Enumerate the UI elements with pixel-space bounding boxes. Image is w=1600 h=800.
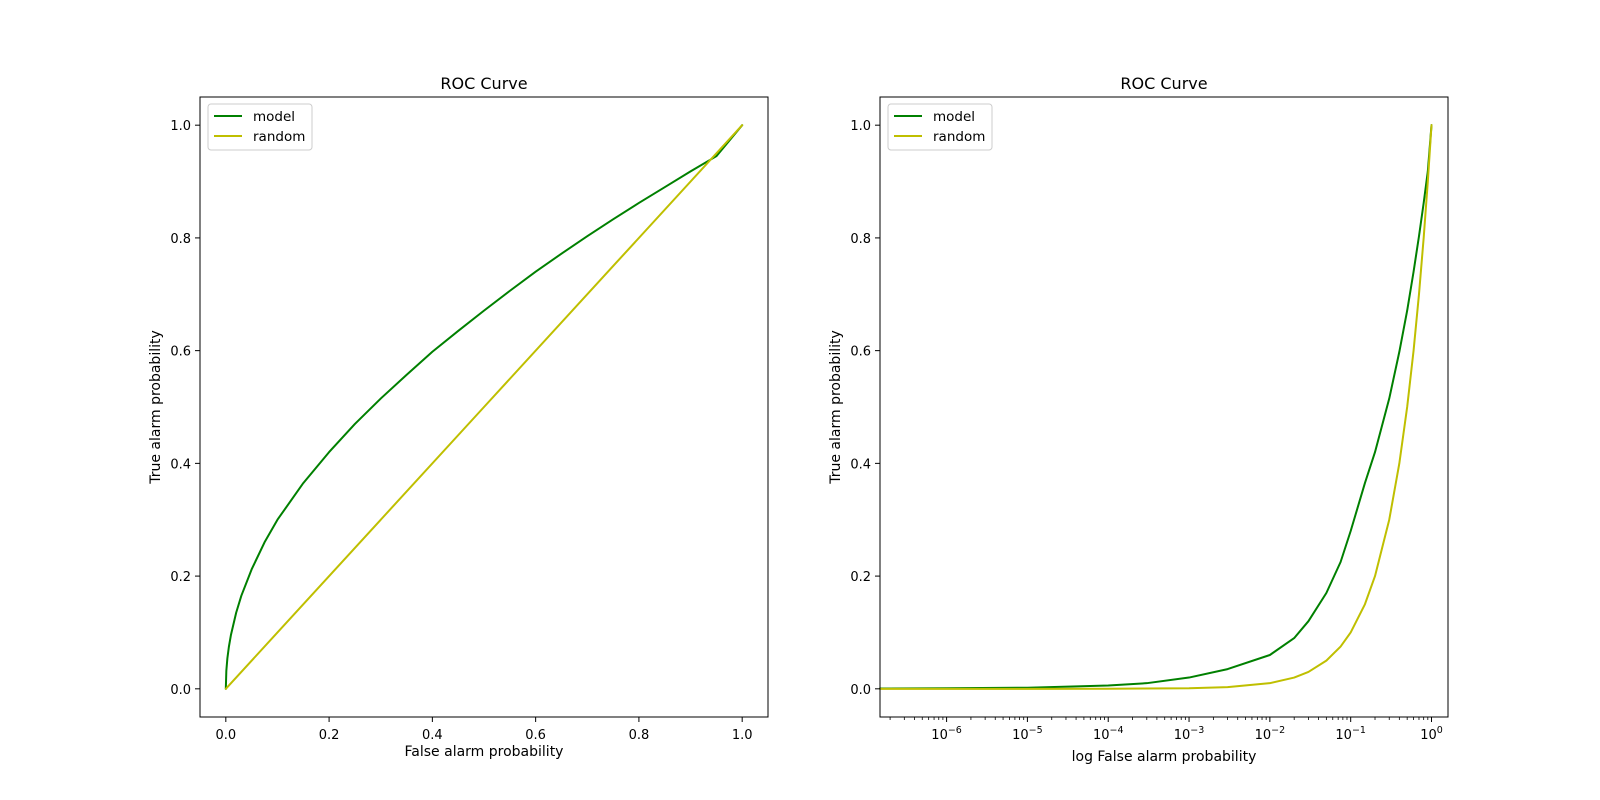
x-tick-label: 10−3 bbox=[1174, 725, 1205, 743]
x-tick-label: 0.4 bbox=[422, 728, 443, 743]
x-tick-label: 100 bbox=[1420, 725, 1443, 743]
y-tick-label: 0.2 bbox=[850, 570, 871, 585]
subplot-linear: ROC Curve False alarm probability True a… bbox=[148, 74, 769, 760]
legend-label-random: random bbox=[253, 129, 305, 145]
y-tick-label: 1.0 bbox=[850, 119, 871, 134]
y-axis-label: True alarm probability bbox=[148, 330, 164, 485]
x-axis-label: log False alarm probability bbox=[1072, 749, 1257, 765]
y-tick-label: 0.8 bbox=[170, 232, 191, 247]
series-line-model bbox=[224, 124, 744, 690]
y-tick-label: 0.4 bbox=[170, 457, 191, 472]
tick-layer: 0.0 0.2 0.4 0.6 0.8 1.0 0.0 0.2 0.4 0.6 0.8 1.0 bbox=[170, 119, 752, 743]
legend-label-random: random bbox=[933, 129, 985, 145]
x-tick-label: 1.0 bbox=[732, 728, 753, 743]
x-tick-label: 10−4 bbox=[1093, 725, 1124, 743]
x-tick-label: 10−2 bbox=[1255, 725, 1286, 743]
chart-title: ROC Curve bbox=[440, 74, 527, 93]
x-tick-label: 10−6 bbox=[931, 725, 962, 743]
series-line-random bbox=[879, 124, 1433, 690]
x-tick-label: 0.6 bbox=[525, 728, 546, 743]
x-tick-label: 0.8 bbox=[629, 728, 650, 743]
y-tick-label: 0.6 bbox=[850, 345, 871, 360]
y-tick-label: 0.6 bbox=[170, 345, 191, 360]
plot-frame bbox=[199, 96, 769, 718]
x-tick-label: 10−5 bbox=[1012, 725, 1043, 743]
x-tick-label: 10−1 bbox=[1335, 725, 1366, 743]
subplot-log: ROC Curve log False alarm probability Tr… bbox=[828, 74, 1449, 765]
series-layer bbox=[224, 124, 744, 690]
y-tick-label: 1.0 bbox=[170, 119, 191, 134]
series-line-random bbox=[224, 124, 744, 690]
y-axis-label: True alarm probability bbox=[828, 330, 844, 485]
legend: model random bbox=[207, 103, 313, 151]
legend: model random bbox=[887, 103, 993, 151]
y-tick-label: 0.2 bbox=[170, 570, 191, 585]
series-line-model bbox=[879, 124, 1433, 690]
chart-title: ROC Curve bbox=[1120, 74, 1207, 93]
x-axis-label: False alarm probability bbox=[405, 744, 564, 760]
x-tick-label: 0.2 bbox=[319, 728, 340, 743]
series-layer bbox=[879, 124, 1433, 690]
y-tick-label: 0.0 bbox=[850, 683, 871, 698]
x-tick-label: 0.0 bbox=[215, 728, 236, 743]
y-tick-label: 0.4 bbox=[850, 457, 871, 472]
y-tick-label: 0.0 bbox=[170, 683, 191, 698]
y-tick-label: 0.8 bbox=[850, 232, 871, 247]
legend-label-model: model bbox=[253, 109, 295, 125]
plot-frame bbox=[879, 96, 1449, 718]
legend-label-model: model bbox=[933, 109, 975, 125]
